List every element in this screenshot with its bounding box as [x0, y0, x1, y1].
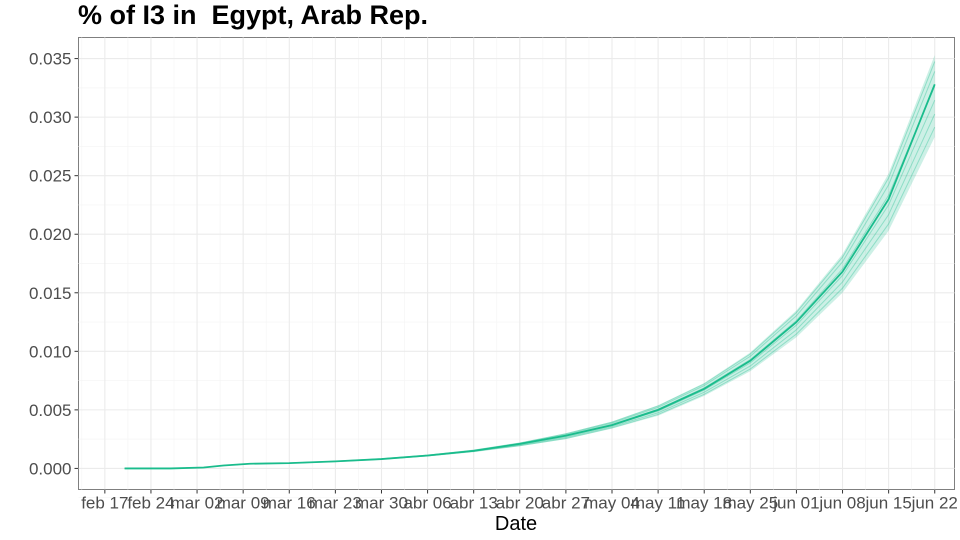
x-tick-label: abr 06	[403, 494, 451, 513]
x-tick-label: may 11	[631, 494, 686, 513]
x-tick-label: abr 13	[450, 494, 498, 513]
series-0-line	[124, 84, 936, 470]
x-tick-label: mar 09	[217, 494, 270, 513]
y-tick-label: 0.015	[29, 284, 72, 303]
x-tick-label: abr 20	[496, 494, 544, 513]
x-tick-label: feb 24	[127, 494, 174, 513]
y-tick-label: 0.025	[29, 167, 72, 186]
grid-major	[78, 37, 955, 490]
x-tick-label: abr 27	[542, 494, 590, 513]
x-tick-label: jun 15	[864, 494, 911, 513]
x-tick-label: may 04	[584, 494, 640, 513]
x-tick-label: mar 16	[263, 494, 316, 513]
chart-title: % of I3 in Egypt, Arab Rep.	[78, 0, 429, 30]
y-tick-label: 0.035	[29, 50, 72, 69]
x-tick-label: mar 30	[355, 494, 408, 513]
x-tick-label: feb 17	[81, 494, 128, 513]
series-lines	[124, 84, 936, 470]
y-tick-label: 0.010	[29, 342, 72, 361]
y-tick-label: 0.005	[29, 401, 72, 420]
y-tick-label: 0.030	[29, 108, 72, 127]
x-tick-label: may 25	[722, 494, 778, 513]
y-tick-label: 0.020	[29, 225, 72, 244]
x-tick-label: jun 01	[772, 494, 819, 513]
x-axis-title: Date	[495, 513, 537, 535]
x-tick-label: jun 08	[818, 494, 865, 513]
x-tick-label: mar 23	[309, 494, 362, 513]
series-0-band	[124, 55, 935, 469]
y-axis: 0.000 0.005 0.010 0.015 0.020 0.025 0.030 0.035	[29, 50, 79, 478]
x-tick-label: may 18	[676, 494, 732, 513]
x-tick-label: jun 22	[911, 494, 958, 513]
grid-minor	[78, 37, 955, 499]
y-tick-label: 0.000	[29, 459, 72, 478]
x-tick-label: mar 02	[171, 494, 224, 513]
